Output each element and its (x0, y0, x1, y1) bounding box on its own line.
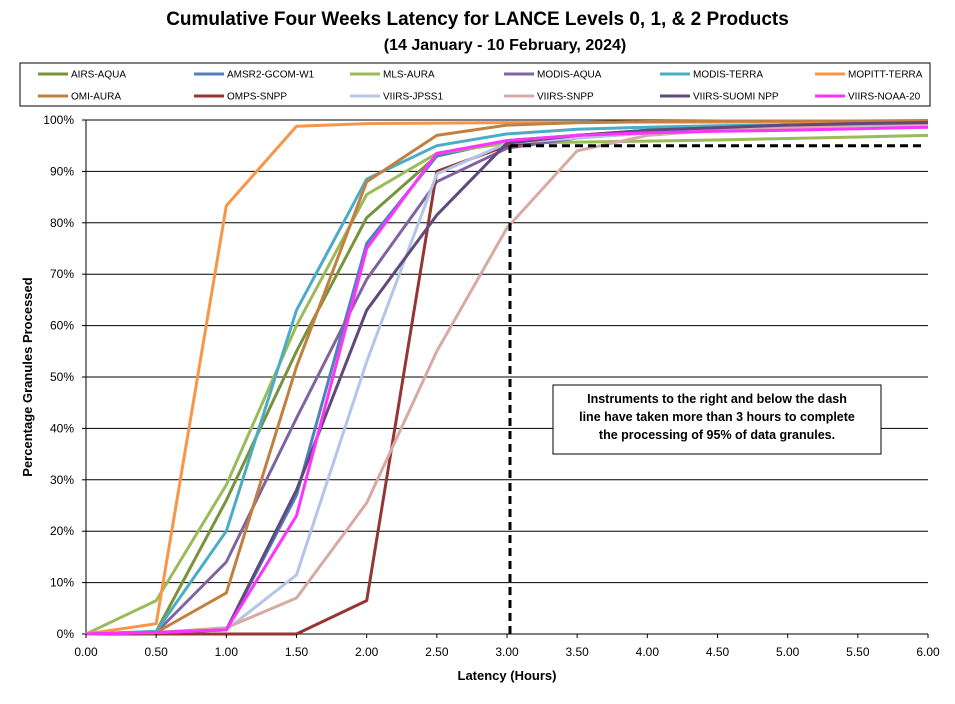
legend-label: OMI-AURA (71, 92, 121, 103)
x-tick-label: 5.50 (846, 645, 870, 659)
x-tick-label: 2.00 (355, 645, 379, 659)
x-tick-label: 4.00 (636, 645, 660, 659)
x-axis-label: Latency (Hours) (458, 668, 557, 683)
legend-label: VIIRS-JPSS1 (383, 92, 443, 103)
y-tick-label: 80% (50, 216, 74, 230)
y-tick-label: 40% (50, 421, 74, 435)
x-tick-label: 6.00 (916, 645, 940, 659)
annotation-box-frame (552, 384, 882, 455)
y-tick-label: 10% (50, 576, 74, 590)
annotation-line: line have taken more than 3 hours to com… (579, 410, 855, 424)
x-tick-label: 0.50 (144, 645, 168, 659)
legend-label: VIIRS-SNPP (537, 92, 594, 103)
series-line (85, 122, 929, 636)
annotation-box: Instruments to the right and below the d… (552, 384, 882, 455)
annotation-line: the processing of 95% of data granules. (599, 428, 835, 442)
legend-label: AIRS-AQUA (71, 70, 126, 81)
x-tick-label: 0.00 (74, 645, 98, 659)
legend-label: VIIRS-NOAA-20 (848, 92, 921, 103)
series-line (86, 121, 929, 636)
y-axis-ticks: 0% 10% 20% 30% 40% 50% 60% 70% 80% 90% 100% (43, 113, 86, 641)
series-layer (85, 119, 929, 636)
y-tick-label: 50% (50, 370, 74, 384)
y-tick-label: 70% (50, 267, 74, 281)
annotation-line: Instruments to the right and below the d… (587, 392, 847, 406)
legend-label: OMPS-SNPP (227, 92, 287, 103)
chart-subtitle: (14 January - 10 February, 2024) (383, 37, 627, 54)
x-tick-label: 2.50 (425, 645, 449, 659)
y-tick-label: 60% (50, 319, 74, 333)
x-axis-ticks: 0.00 0.50 1.00 1.50 2.00 2.50 3.00 3.50 4.00 4.50… (74, 634, 940, 659)
series-line (85, 122, 929, 636)
y-tick-label: 0% (57, 627, 75, 641)
x-tick-label: 1.50 (285, 645, 309, 659)
series-line (85, 124, 929, 636)
x-tick-label: 5.00 (776, 645, 800, 659)
y-tick-label: 100% (43, 113, 74, 127)
gridlines (86, 119, 928, 635)
reference-dash-lines (508, 144, 926, 634)
legend: AIRS-AQUA AMSR2-GCOM-W1 MLS-AURA MODIS-AQUA… (19, 62, 931, 107)
x-tick-label: 4.50 (706, 645, 730, 659)
series-line (85, 122, 929, 636)
x-tick-label: 1.00 (215, 645, 239, 659)
series-line (85, 120, 929, 636)
series-line (85, 119, 929, 636)
y-axis-label: Percentage Granules Processed (20, 277, 35, 476)
chart-title: Cumulative Four Weeks Latency for LANCE … (166, 9, 789, 30)
series-line (85, 121, 929, 636)
series-line (85, 121, 929, 636)
legend-label: MOPITT-TERRA (848, 70, 923, 81)
series-line (85, 125, 929, 636)
legend-label: MLS-AURA (383, 70, 435, 81)
x-tick-label: 3.00 (495, 645, 519, 659)
legend-label: MODIS-TERRA (693, 70, 763, 81)
legend-label: MODIS-AQUA (537, 70, 602, 81)
y-tick-label: 20% (50, 524, 74, 538)
legend-box (19, 62, 931, 107)
legend-label: AMSR2-GCOM-W1 (227, 70, 315, 81)
y-tick-label: 90% (50, 164, 74, 178)
series-line (85, 123, 929, 636)
legend-label: VIIRS-SUOMI NPP (693, 92, 779, 103)
y-tick-label: 30% (50, 473, 74, 487)
x-tick-label: 3.50 (565, 645, 589, 659)
